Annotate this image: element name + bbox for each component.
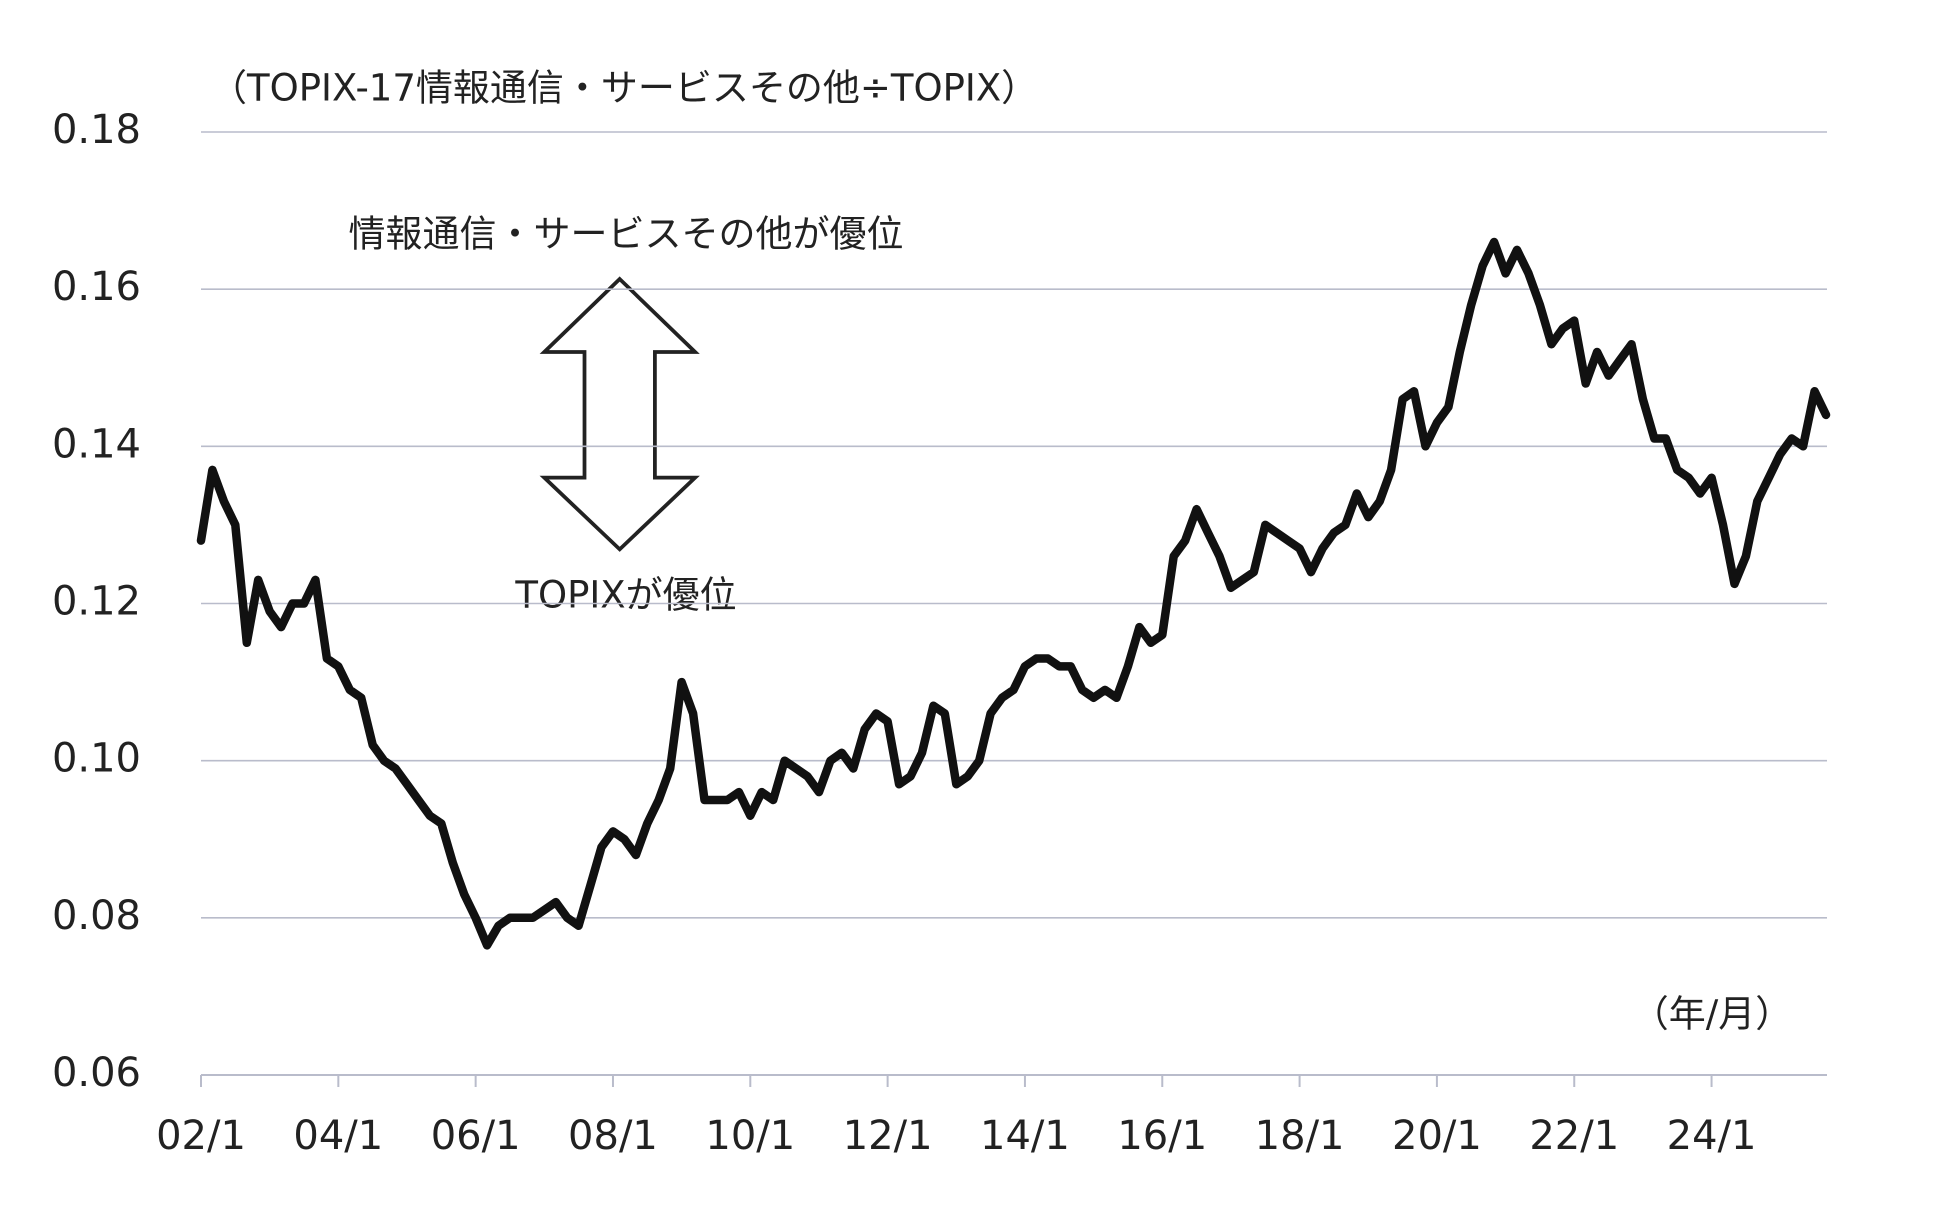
x-tick-label: 06/1 xyxy=(431,1113,521,1159)
double-arrow xyxy=(539,276,700,552)
x-tick-label: 24/1 xyxy=(1667,1113,1757,1159)
y-tick-label: 0.08 xyxy=(52,893,141,939)
y-tick-label: 0.12 xyxy=(52,579,141,625)
x-tick-label: 08/1 xyxy=(568,1113,658,1159)
x-tick-label: 02/1 xyxy=(156,1113,246,1159)
y-tick-label: 0.10 xyxy=(52,736,141,782)
x-tick-label: 22/1 xyxy=(1529,1113,1619,1159)
annotation: 情報通信・サービスその他が優位 xyxy=(349,213,904,256)
x-tick-label: 16/1 xyxy=(1117,1113,1207,1159)
x-tick-label: 10/1 xyxy=(705,1113,795,1159)
annotation: TOPIXが優位 xyxy=(514,574,736,617)
y-tick-label: 0.16 xyxy=(52,264,141,310)
x-axis-unit: （年/月） xyxy=(1632,993,1792,1036)
x-tick-label: 04/1 xyxy=(293,1113,383,1159)
y-tick-label: 0.14 xyxy=(52,421,141,467)
x-tick-label: 20/1 xyxy=(1392,1113,1482,1159)
x-tick-label: 12/1 xyxy=(843,1113,933,1159)
y-tick-label: 0.18 xyxy=(52,107,141,153)
data-line xyxy=(196,237,1831,950)
x-tick-label: 14/1 xyxy=(980,1113,1070,1159)
chart-subtitle: （TOPIX-17情報通信・サービスその他÷TOPIX） xyxy=(210,67,1038,110)
y-tick-label: 0.06 xyxy=(52,1050,141,1096)
x-tick-label: 18/1 xyxy=(1255,1113,1345,1159)
